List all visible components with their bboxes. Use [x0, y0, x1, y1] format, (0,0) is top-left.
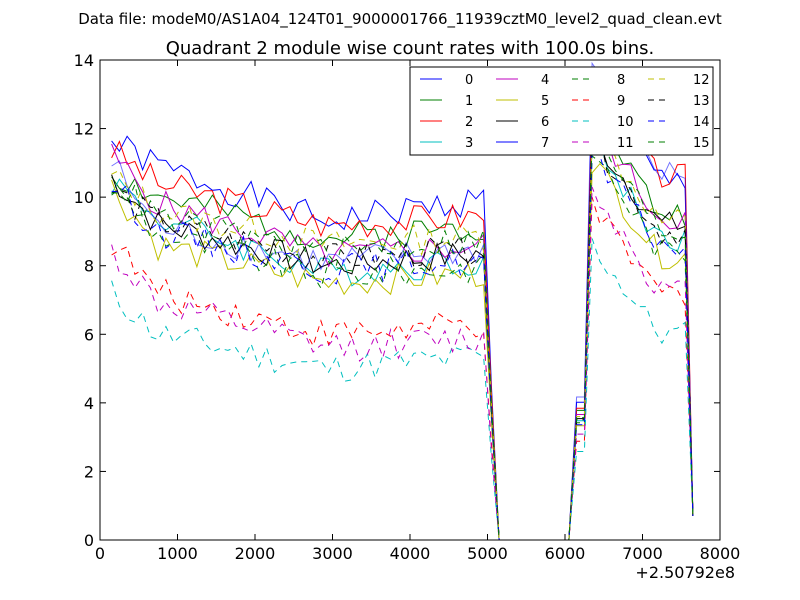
y-tick-label: 12	[74, 120, 94, 139]
series-line-15	[111, 132, 694, 540]
legend-label-6: 6	[541, 115, 549, 130]
legend-label-4: 4	[541, 73, 549, 88]
legend-label-8: 8	[617, 73, 625, 88]
legend-label-9: 9	[617, 94, 625, 109]
series-line-11	[111, 186, 694, 540]
legend-label-10: 10	[617, 115, 634, 130]
y-tick-label: 10	[74, 188, 94, 207]
legend-box	[409, 66, 714, 156]
legend-label-3: 3	[465, 136, 473, 151]
y-tick-label: 8	[84, 257, 94, 276]
y-tick-label: 2	[84, 462, 94, 481]
series-line-5	[111, 162, 694, 540]
y-tick-label: 6	[84, 325, 94, 344]
y-tick-label: 0	[84, 531, 94, 550]
x-tick-label: 2000	[235, 544, 276, 563]
legend-label-15: 15	[693, 136, 710, 151]
series-line-14	[111, 148, 694, 540]
tick-layer: 0 1000 2000 3000 4000 5000 6000 7000 80000246810…	[74, 51, 741, 563]
legend-label-12: 12	[693, 73, 710, 88]
legend-label-1: 1	[465, 94, 473, 109]
chart-title: Quadrant 2 module wise count rates with …	[166, 38, 655, 59]
series-line-3	[111, 140, 694, 540]
legend-label-13: 13	[693, 94, 710, 109]
x-tick-label: 7000	[622, 544, 663, 563]
series-line-13	[111, 124, 694, 540]
legend-label-5: 5	[541, 94, 549, 109]
series-line-6	[111, 126, 694, 540]
series-line-10	[111, 238, 694, 540]
x-offset-label: +2.50792e8	[635, 563, 735, 582]
legend-label-7: 7	[541, 136, 549, 151]
x-tick-label: 1000	[157, 544, 198, 563]
legend-label-14: 14	[693, 115, 710, 130]
x-tick-label: 0	[95, 544, 105, 563]
legend-label-2: 2	[465, 115, 473, 130]
series-line-8	[111, 155, 694, 540]
legend-label-11: 11	[617, 136, 634, 151]
x-tick-label: 4000	[390, 544, 431, 563]
series-line-12	[111, 133, 694, 540]
x-tick-label: 5000	[467, 544, 508, 563]
data-file-suptitle: Data file: modeM0/AS1A04_124T01_90000017…	[78, 10, 722, 29]
series-line-9	[111, 197, 694, 540]
y-tick-label: 14	[74, 51, 94, 70]
y-tick-label: 4	[84, 394, 94, 413]
x-tick-label: 8000	[700, 544, 741, 563]
x-tick-label: 6000	[545, 544, 586, 563]
x-tick-label: 3000	[312, 544, 353, 563]
legend-label-0: 0	[465, 73, 473, 88]
